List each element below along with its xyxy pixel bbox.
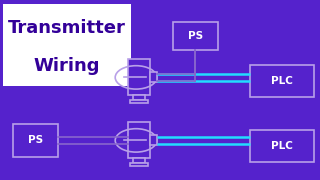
FancyBboxPatch shape [128, 59, 150, 95]
Text: PS: PS [188, 31, 203, 41]
Text: Transmitter: Transmitter [8, 19, 126, 37]
FancyBboxPatch shape [3, 4, 131, 86]
FancyBboxPatch shape [130, 163, 148, 166]
FancyBboxPatch shape [13, 124, 58, 157]
Text: PLC: PLC [271, 76, 292, 86]
Text: PS: PS [28, 135, 43, 145]
FancyBboxPatch shape [130, 100, 148, 103]
FancyBboxPatch shape [250, 130, 314, 162]
FancyBboxPatch shape [133, 158, 145, 163]
FancyBboxPatch shape [133, 95, 145, 100]
FancyBboxPatch shape [150, 135, 157, 145]
Text: PLC: PLC [271, 141, 292, 151]
FancyBboxPatch shape [250, 65, 314, 97]
FancyBboxPatch shape [150, 72, 157, 82]
FancyBboxPatch shape [128, 122, 150, 158]
FancyBboxPatch shape [173, 22, 218, 50]
Text: Wiring: Wiring [34, 57, 100, 75]
